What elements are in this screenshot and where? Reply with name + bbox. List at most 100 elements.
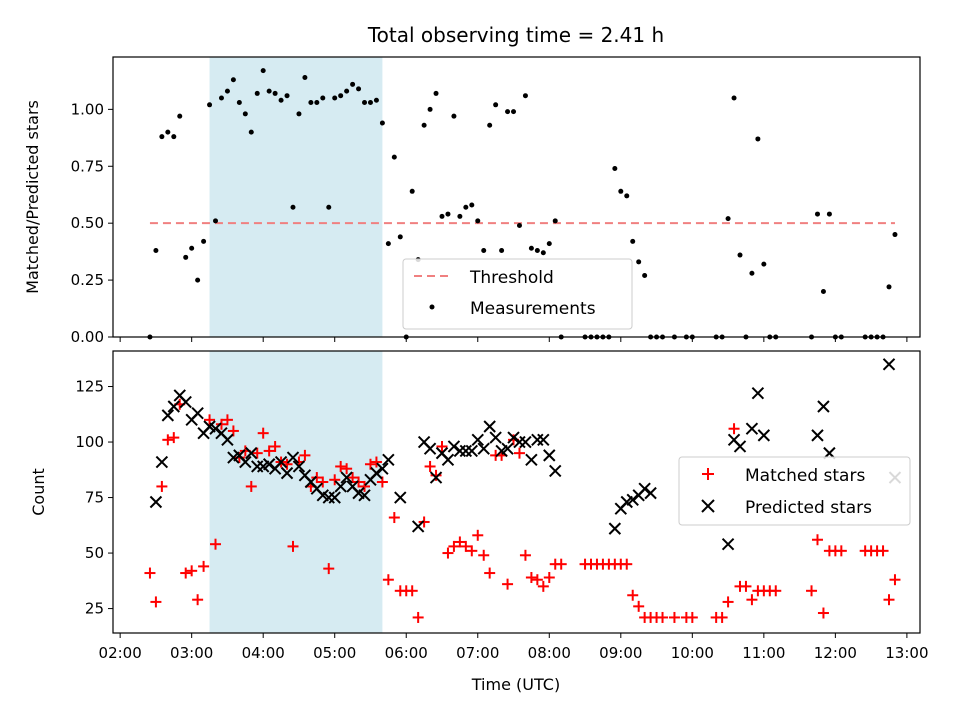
- matched-star-point: [460, 540, 472, 552]
- matched-star-point: [424, 460, 436, 472]
- top-legend: Threshold Measurements: [402, 258, 633, 330]
- bottom-x-tick-label: 05:00: [313, 644, 356, 662]
- bottom-x-tick-label: 09:00: [599, 644, 642, 662]
- predicted-star-point: [608, 522, 622, 535]
- measurement-point: [630, 238, 636, 244]
- measurement-point: [218, 95, 224, 101]
- measurement-point: [171, 134, 177, 140]
- measurement-point: [391, 154, 397, 160]
- measurement-point: [296, 111, 302, 117]
- predicted-star-point: [471, 433, 484, 447]
- measurement-point: [332, 95, 338, 101]
- predicted-star-point: [459, 444, 473, 458]
- matched-star-point: [883, 594, 895, 606]
- predicted-star-point: [394, 491, 407, 504]
- legend-predicted-label: Predicted stars: [745, 498, 872, 518]
- matched-star-point: [186, 565, 198, 577]
- matched-star-point: [740, 580, 752, 592]
- bottom-y-axis: 25 50 75 100 125: [75, 378, 113, 618]
- predicted-star-point: [429, 471, 443, 484]
- matched-star-point: [806, 585, 818, 597]
- measurement-point: [201, 238, 207, 244]
- matched-star-point: [835, 545, 847, 557]
- predicted-star-point: [721, 537, 735, 551]
- bottom-x-tick-label: 13:00: [885, 644, 928, 662]
- matched-star-point: [198, 560, 210, 572]
- predicted-star-point: [447, 440, 461, 453]
- measurement-point: [195, 277, 201, 283]
- bottom-x-tick-label: 07:00: [456, 644, 499, 662]
- top-y-tick-label: 0.00: [71, 328, 104, 346]
- legend-measurements-label: Measurements: [470, 299, 596, 319]
- predicted-star-point: [733, 440, 747, 453]
- measurement-point: [516, 222, 522, 228]
- matched-star-point: [245, 480, 257, 492]
- matched-star-point: [311, 472, 323, 484]
- predicted-star-point: [626, 493, 639, 506]
- predicted-star-point: [817, 400, 830, 413]
- matched-star-point: [513, 447, 525, 459]
- matched-star-point: [543, 571, 555, 583]
- predicted-star-point: [328, 491, 341, 504]
- bottom-x-tick-label: 12:00: [814, 644, 857, 662]
- bottom-x-tick-label: 03:00: [170, 644, 213, 662]
- measurement-point: [320, 95, 326, 101]
- predicted-star-point: [292, 460, 306, 473]
- matched-star-point: [633, 600, 645, 612]
- predicted-star-point: [882, 358, 896, 371]
- measurement-point: [886, 284, 892, 290]
- measurement-point: [385, 241, 391, 247]
- measurement-point: [397, 234, 403, 240]
- bottom-axes-frame: [112, 350, 921, 634]
- predicted-star-point: [262, 458, 276, 471]
- top-y-axis-label: Matched/Predicted stars: [23, 100, 42, 294]
- bottom-x-tick-label: 11:00: [742, 644, 785, 662]
- measurement-point: [242, 111, 248, 117]
- matched-star-point: [716, 611, 728, 623]
- measurement-point: [350, 81, 356, 87]
- measurement-points: [147, 68, 898, 340]
- measurement-point: [546, 241, 552, 247]
- matched-star-point: [418, 516, 430, 528]
- matched-star-point: [215, 418, 227, 430]
- predicted-star-point: [751, 386, 765, 400]
- top-axes-frame: [112, 56, 921, 338]
- matched-star-point: [150, 596, 162, 608]
- matched-star-point: [627, 589, 639, 601]
- top-y-axis: 0.00 0.25 0.50 0.75 1.00: [71, 100, 113, 346]
- matched-star-point: [531, 574, 543, 586]
- matched-star-point: [811, 534, 823, 546]
- measurement-point: [612, 166, 618, 172]
- matched-star-point: [466, 545, 478, 557]
- measurement-point: [534, 247, 540, 253]
- matched-star-point: [454, 536, 466, 548]
- measurement-point: [487, 122, 493, 128]
- legend-matched-swatch: [702, 468, 714, 480]
- matched-star-point: [412, 611, 424, 623]
- matched-star-point: [227, 425, 239, 437]
- measurement-point: [761, 261, 767, 267]
- predicted-star-point: [757, 429, 771, 442]
- measurement-point: [165, 129, 171, 135]
- measurement-point: [737, 252, 743, 258]
- measurement-point: [427, 106, 433, 112]
- matched-star-point: [484, 567, 496, 579]
- predicted-star-point: [423, 442, 437, 455]
- matched-star-point: [210, 538, 222, 550]
- measurement-point: [540, 250, 546, 256]
- measurement-point: [314, 100, 320, 106]
- predicted-star-point: [155, 455, 169, 469]
- matched-star-point: [347, 472, 359, 484]
- predicted-star-point: [507, 431, 520, 444]
- measurement-point: [469, 202, 475, 208]
- predicted-star-point: [525, 453, 538, 467]
- measurement-point: [362, 100, 368, 106]
- bottom-y-tick-label: 125: [75, 378, 104, 396]
- measurement-point: [326, 204, 332, 210]
- predicted-star-point: [411, 520, 425, 533]
- measurement-point: [302, 74, 308, 80]
- bottom-y-axis-label: Count: [29, 468, 48, 516]
- bottom-legend: Matched stars Predicted stars: [678, 456, 911, 526]
- matched-star-point: [722, 596, 734, 608]
